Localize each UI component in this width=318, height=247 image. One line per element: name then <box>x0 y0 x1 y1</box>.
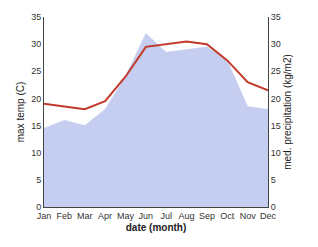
svg-text:20: 20 <box>31 94 41 104</box>
svg-text:Jul: Jul <box>160 211 172 221</box>
svg-text:May: May <box>117 211 135 221</box>
svg-text:20: 20 <box>271 94 281 104</box>
svg-text:Nov: Nov <box>240 211 257 221</box>
svg-text:5: 5 <box>271 175 276 185</box>
svg-text:35: 35 <box>31 12 41 22</box>
svg-text:Feb: Feb <box>57 211 73 221</box>
svg-text:date (month): date (month) <box>126 222 187 233</box>
svg-text:Mar: Mar <box>77 211 93 221</box>
svg-text:10: 10 <box>31 148 41 158</box>
svg-text:35: 35 <box>271 12 281 22</box>
svg-text:max temp (C): max temp (C) <box>15 82 26 143</box>
svg-text:Sep: Sep <box>199 211 215 221</box>
svg-text:Jan: Jan <box>37 211 52 221</box>
svg-text:Jun: Jun <box>139 211 154 221</box>
svg-text:15: 15 <box>271 121 281 131</box>
svg-text:10: 10 <box>271 148 281 158</box>
svg-text:30: 30 <box>271 39 281 49</box>
svg-text:0: 0 <box>271 202 276 212</box>
svg-text:Aug: Aug <box>179 211 195 221</box>
svg-text:30: 30 <box>31 39 41 49</box>
svg-text:25: 25 <box>271 66 281 76</box>
svg-text:5: 5 <box>36 175 41 185</box>
svg-text:med. precipitation (kg/m2): med. precipitation (kg/m2) <box>282 54 293 170</box>
svg-text:0: 0 <box>36 202 41 212</box>
svg-text:15: 15 <box>31 121 41 131</box>
svg-text:Dec: Dec <box>260 211 277 221</box>
svg-text:Apr: Apr <box>98 211 112 221</box>
svg-text:Oct: Oct <box>220 211 235 221</box>
svg-text:25: 25 <box>31 66 41 76</box>
